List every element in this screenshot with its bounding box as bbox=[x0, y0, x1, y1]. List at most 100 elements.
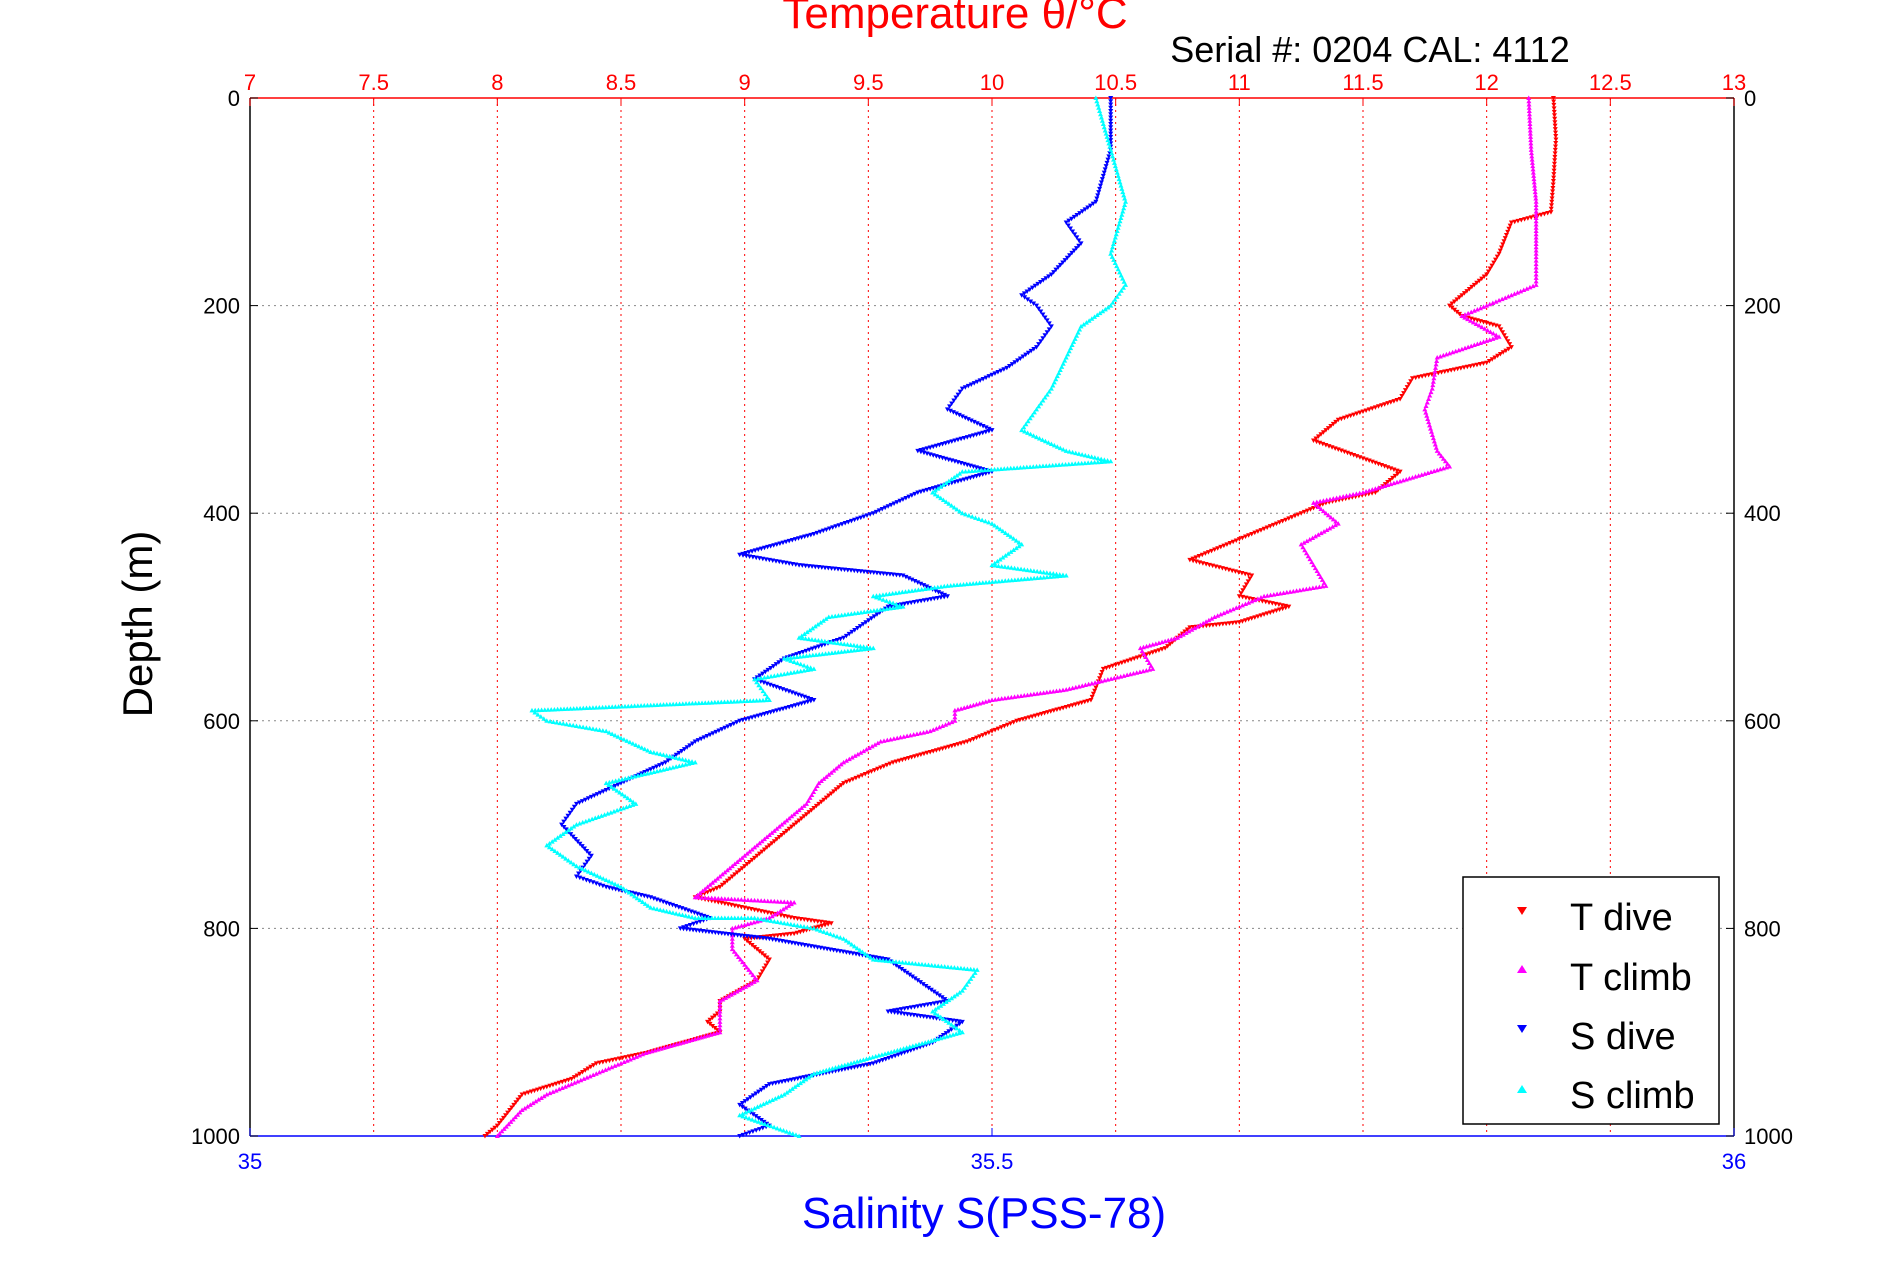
data-point bbox=[1127, 671, 1133, 677]
data-point bbox=[998, 368, 1004, 374]
data-point bbox=[712, 699, 718, 705]
data-point bbox=[1301, 540, 1307, 545]
data-point bbox=[943, 722, 949, 727]
data-point bbox=[583, 818, 589, 824]
data-point bbox=[1243, 582, 1249, 587]
data-point bbox=[861, 609, 867, 615]
data-point bbox=[1314, 568, 1320, 574]
data-point bbox=[1549, 192, 1555, 198]
data-point bbox=[1249, 573, 1255, 578]
data-point bbox=[775, 1094, 781, 1100]
data-point bbox=[722, 725, 728, 731]
data-point bbox=[1551, 109, 1557, 115]
data-point bbox=[754, 679, 760, 685]
data-point bbox=[627, 739, 633, 745]
data-point bbox=[529, 707, 535, 713]
data-point bbox=[1236, 604, 1242, 609]
data-point bbox=[618, 1060, 624, 1066]
data-point bbox=[940, 723, 946, 728]
data-point bbox=[1077, 211, 1083, 216]
data-point bbox=[808, 666, 814, 672]
data-point bbox=[1459, 313, 1465, 318]
data-point bbox=[1242, 585, 1248, 590]
data-point bbox=[739, 1100, 745, 1106]
data-point bbox=[1280, 518, 1286, 524]
data-point bbox=[968, 976, 974, 981]
data-point bbox=[1462, 315, 1468, 320]
data-point bbox=[1205, 550, 1211, 555]
top-tick-label: 10 bbox=[980, 70, 1004, 95]
data-point bbox=[633, 801, 639, 806]
data-point bbox=[745, 1097, 751, 1102]
data-point bbox=[1199, 552, 1205, 558]
data-point bbox=[759, 838, 765, 844]
data-point bbox=[744, 964, 750, 970]
data-point bbox=[1042, 438, 1048, 444]
data-point bbox=[909, 577, 915, 583]
data-point bbox=[572, 1080, 578, 1085]
data-point bbox=[870, 1054, 876, 1060]
data-point bbox=[603, 780, 609, 786]
data-point bbox=[1484, 338, 1490, 343]
data-point bbox=[1051, 379, 1057, 385]
data-point bbox=[690, 741, 696, 746]
data-point bbox=[760, 1101, 766, 1107]
data-point bbox=[535, 712, 541, 717]
data-point bbox=[841, 936, 847, 941]
data-point bbox=[1528, 137, 1534, 143]
data-point bbox=[1031, 575, 1037, 581]
data-point bbox=[1038, 575, 1044, 580]
data-point bbox=[579, 844, 585, 849]
data-point bbox=[1477, 340, 1483, 345]
data-point bbox=[1432, 442, 1438, 447]
data-point bbox=[930, 1008, 936, 1014]
data-point bbox=[1072, 336, 1078, 341]
data-point bbox=[618, 735, 624, 741]
data-point bbox=[1332, 522, 1338, 528]
data-point bbox=[970, 736, 976, 742]
data-point bbox=[971, 381, 977, 386]
data-point bbox=[510, 1116, 516, 1122]
data-point bbox=[1093, 685, 1099, 691]
data-point bbox=[1097, 310, 1103, 316]
data-point bbox=[1118, 215, 1124, 221]
data-point bbox=[1140, 644, 1146, 650]
data-point bbox=[630, 741, 636, 746]
data-point bbox=[1021, 464, 1027, 470]
data-point bbox=[759, 969, 765, 974]
data-point bbox=[1147, 667, 1153, 672]
data-point bbox=[801, 668, 807, 673]
data-point bbox=[1031, 301, 1037, 307]
data-point bbox=[1092, 459, 1098, 465]
data-point bbox=[949, 1022, 955, 1027]
data-point bbox=[768, 918, 774, 923]
data-point bbox=[1552, 116, 1558, 122]
data-point bbox=[710, 1015, 716, 1021]
data-point bbox=[759, 951, 765, 956]
data-point bbox=[779, 822, 785, 827]
data-point bbox=[920, 982, 926, 987]
data-point bbox=[1048, 324, 1054, 329]
data-point bbox=[1431, 372, 1437, 377]
data-point bbox=[585, 796, 591, 801]
data-point bbox=[536, 1097, 542, 1102]
data-point bbox=[1551, 161, 1557, 167]
data-point bbox=[768, 665, 774, 671]
data-point bbox=[1431, 438, 1437, 444]
data-point bbox=[810, 625, 816, 631]
data-point bbox=[1247, 576, 1253, 581]
data-point bbox=[729, 874, 735, 879]
data-point bbox=[791, 654, 797, 660]
data-point bbox=[1048, 272, 1054, 277]
data-point bbox=[952, 714, 958, 720]
data-point bbox=[1245, 579, 1251, 584]
data-point bbox=[582, 867, 588, 873]
data-point bbox=[1018, 693, 1024, 698]
data-point bbox=[560, 831, 566, 837]
data-point bbox=[886, 591, 892, 596]
data-point bbox=[561, 706, 567, 712]
data-point bbox=[598, 813, 604, 818]
data-point bbox=[919, 961, 925, 967]
data-point bbox=[989, 729, 995, 734]
data-point bbox=[484, 1131, 490, 1137]
